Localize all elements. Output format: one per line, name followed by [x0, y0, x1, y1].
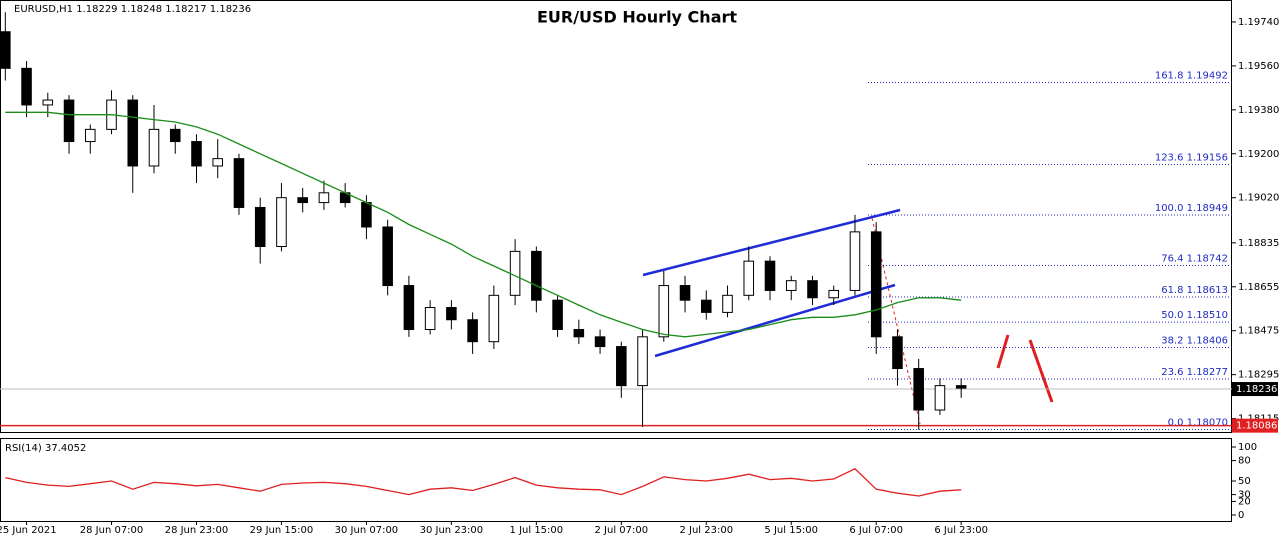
candle-body [297, 197, 308, 204]
support-box [1232, 418, 1278, 433]
x-tick-label: 6 Jul 07:00 [849, 525, 903, 536]
candle-body [955, 385, 967, 389]
candle-body [424, 307, 436, 330]
candle-body [382, 226, 393, 287]
x-tick-label: 2 Jul 23:00 [679, 525, 733, 536]
candle-body [212, 158, 224, 167]
candle-body [509, 250, 521, 296]
channel-upper [642, 208, 901, 277]
candle-body [616, 346, 627, 387]
x-tick-label: 28 Jun 07:00 [80, 525, 144, 536]
candle-body [764, 260, 776, 291]
y-tick-label: 1.18475 [1238, 326, 1279, 337]
y-tick-label: 1.19740 [1238, 17, 1279, 28]
rsi-tick-label: 100 [1238, 442, 1257, 453]
fib-label: 50.0 1.18510 [1161, 310, 1228, 321]
x-tick-label: 30 Jun 23:00 [420, 525, 484, 536]
rsi-tick-label: 50 [1238, 476, 1251, 487]
candle-body [849, 231, 861, 291]
rsi-line [5, 468, 962, 497]
rsi-title: RSI(14) 37.4052 [5, 443, 86, 454]
x-tick-label: 5 Jul 15:00 [764, 525, 818, 536]
candle-body [807, 280, 818, 299]
candle-body [63, 99, 75, 143]
candle-body [552, 299, 563, 330]
candle-body [403, 285, 415, 330]
candle-body [276, 197, 287, 248]
candle-body [934, 385, 946, 411]
candle-body [467, 319, 478, 343]
rsi-panel [0, 438, 1232, 522]
chart-title: EUR/USD Hourly Chart [537, 8, 737, 27]
candle-body [913, 368, 924, 411]
candle-body [700, 299, 712, 313]
symbol-header: EURUSD,H1 1.18229 1.18248 1.18217 1.1823… [14, 4, 251, 15]
y-tick-label: 1.18295 [1238, 370, 1279, 381]
y-tick-label: 1.19200 [1238, 149, 1279, 160]
candle-body [531, 250, 542, 301]
y-tick-label: 1.18835 [1238, 238, 1279, 249]
fib-label: 100.0 1.18949 [1155, 203, 1228, 214]
candle-body [148, 128, 160, 167]
fib-label: 76.4 1.18742 [1161, 254, 1228, 265]
x-tick-label: 6 Jul 23:00 [934, 525, 988, 536]
x-tick-label: 28 Jun 23:00 [165, 525, 229, 536]
candle-body [870, 231, 882, 338]
x-tick-label: 30 Jun 07:00 [335, 525, 399, 536]
candle-body [446, 307, 457, 321]
candle-body [743, 260, 755, 296]
candle-body [318, 192, 330, 204]
y-tick-label: 1.18655 [1238, 282, 1279, 293]
x-tick-label: 1 Jul 15:00 [510, 525, 564, 536]
x-tick-label: 29 Jun 15:00 [250, 525, 314, 536]
arrow-down [1028, 339, 1054, 403]
candle-body [84, 128, 96, 143]
current-price-label: 1.18236 [1236, 384, 1277, 395]
fib-label: 23.6 1.18277 [1161, 367, 1228, 378]
y-tick-label: 1.19020 [1238, 193, 1279, 204]
candle-body [594, 336, 606, 348]
candle-body [0, 31, 11, 69]
fib-diagonal [871, 217, 921, 425]
moving-average [5, 111, 962, 338]
candle-body [127, 99, 139, 167]
main-panel [0, 0, 1232, 433]
candle-body [637, 336, 648, 387]
candle-body [21, 67, 32, 106]
candle-body [658, 285, 670, 338]
candle-body [233, 158, 245, 208]
rsi-tick-label: 0 [1238, 510, 1244, 521]
candle-body [254, 206, 266, 248]
candle-body [191, 141, 202, 167]
arrow-up [996, 334, 1010, 369]
candle-body [573, 328, 585, 338]
rsi-tick-label: 80 [1238, 456, 1251, 467]
candle-body [892, 336, 903, 370]
candle-body [488, 294, 500, 343]
candle-body [828, 289, 840, 299]
current-price-box [1232, 382, 1278, 397]
fib-label: 0.0 1.18070 [1168, 418, 1228, 429]
rsi-tick-label: 20 [1238, 496, 1251, 507]
x-tick-label: 25 Jun 2021 [0, 525, 57, 536]
x-tick-label: 2 Jul 07:00 [595, 525, 649, 536]
candle-body [42, 99, 54, 106]
y-tick-label: 1.19560 [1238, 61, 1279, 72]
fib-label: 123.6 1.19156 [1155, 153, 1228, 164]
rsi-tick-label: 30 [1238, 490, 1251, 501]
candle-body [679, 285, 691, 301]
support-label: 1.18086 [1236, 421, 1277, 432]
y-tick-label: 1.19380 [1238, 105, 1279, 116]
fib-label: 161.8 1.19492 [1155, 70, 1228, 81]
candle-body [785, 280, 797, 291]
candle-body [361, 202, 372, 228]
channel-lower [654, 283, 896, 358]
candle-body [169, 128, 181, 143]
fib-label: 61.8 1.18613 [1161, 285, 1228, 296]
candle-body [722, 294, 733, 313]
fib-label: 38.2 1.18406 [1161, 336, 1228, 347]
